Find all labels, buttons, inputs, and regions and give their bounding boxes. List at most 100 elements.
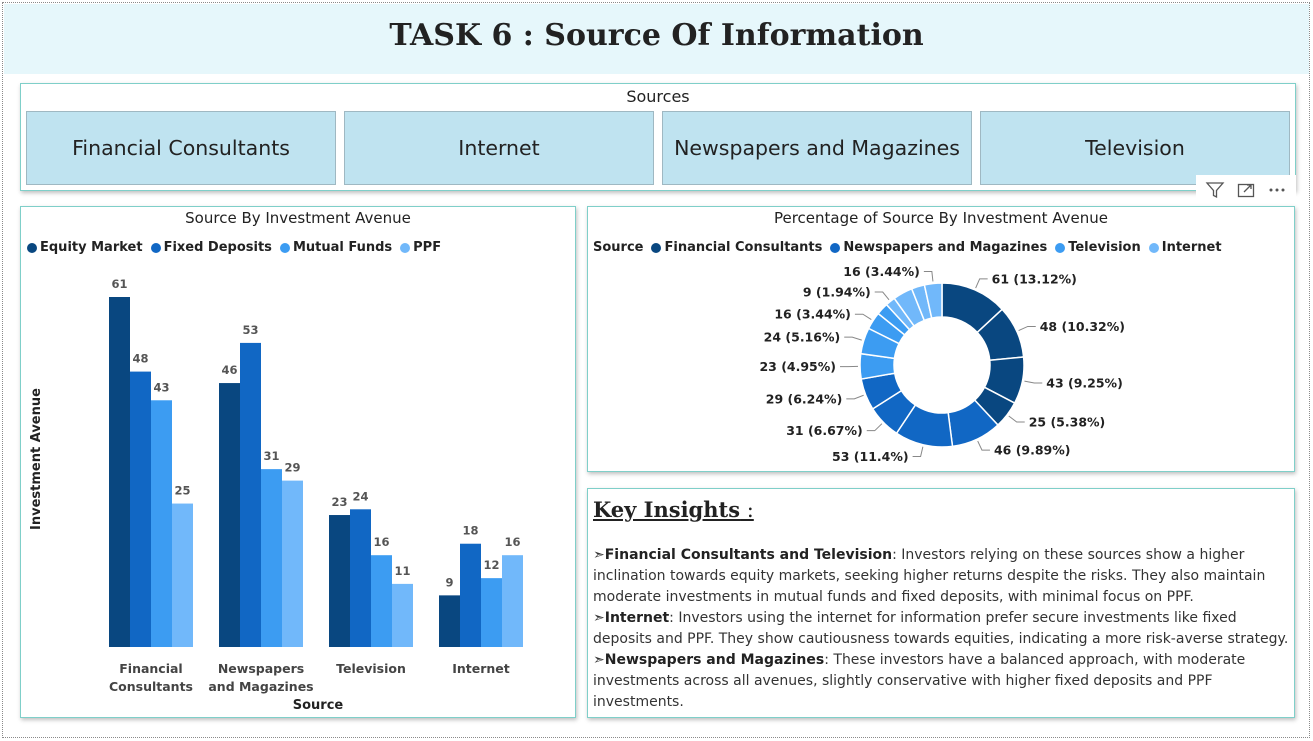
donut-data-label: 25 (5.38%): [1029, 415, 1106, 430]
bar-fixed-deposits[interactable]: [350, 509, 371, 647]
x-tick-label: Financial: [119, 661, 182, 676]
slicer-option-financial-consultants[interactable]: Financial Consultants: [26, 111, 336, 185]
bar-data-label: 48: [132, 352, 148, 366]
insight-heading: Internet: [604, 610, 670, 626]
legend-item-mutual-funds[interactable]: Mutual Funds: [279, 240, 393, 255]
bar-data-label: 18: [462, 524, 478, 538]
legend-dot: [400, 242, 411, 253]
page-header: TASK 6 : Source Of Information: [4, 4, 1309, 74]
insight-text: : Investors relying on these sources sho…: [593, 547, 1266, 605]
slicer-option-newspapers-and-magazines[interactable]: Newspapers and Magazines: [662, 111, 972, 185]
legend-item-equity-market[interactable]: Equity Market: [27, 240, 143, 255]
page-title: TASK 6 : Source Of Information: [389, 18, 924, 53]
bar-data-label: 53: [242, 323, 258, 337]
donut-chart-plot: 61 (13.12%) 48 (10.32%) 43 (9.25%) 25 (5.38…: [759, 264, 1125, 464]
legend-item-newspapers-and-magazines[interactable]: Newspapers and Magazines: [830, 240, 1047, 255]
insight-item: ➣Internet: Investors using the internet …: [593, 608, 1289, 650]
x-tick-label: Newspapers: [218, 661, 304, 676]
insight-item: ➣Newspapers and Magazines: These investo…: [593, 650, 1289, 713]
bar-mutual-funds[interactable]: [151, 400, 172, 647]
insight-item: ➣Financial Consultants and Television: I…: [593, 545, 1289, 608]
bullet-arrow: ➣: [593, 610, 605, 626]
legend-item-television[interactable]: Television: [1055, 240, 1141, 255]
legend-title: Source: [593, 240, 644, 255]
donut-data-label: 24 (5.16%): [764, 330, 841, 345]
bar-equity-market[interactable]: [329, 515, 350, 647]
x-tick-label: Internet: [452, 661, 510, 676]
bar-mutual-funds[interactable]: [371, 555, 392, 647]
donut-leader-line: [1008, 415, 1025, 423]
donut-data-label: 31 (6.67%): [786, 423, 863, 438]
legend-label: Fixed Deposits: [163, 240, 272, 255]
legend-dot: [27, 242, 37, 253]
legend-dot: [830, 242, 841, 253]
legend-item-financial-consultants[interactable]: Financial Consultants: [651, 240, 822, 255]
bar-ppf[interactable]: [392, 583, 413, 647]
donut-data-label: 43 (9.25%): [1046, 375, 1123, 390]
bar-equity-market[interactable]: [439, 595, 460, 647]
donut-leader-line: [874, 291, 890, 301]
donut-leader-line: [977, 440, 990, 451]
legend-item-ppf[interactable]: PPF: [400, 240, 441, 255]
bar-data-label: 12: [483, 558, 499, 572]
legend-dot: [1148, 242, 1159, 253]
donut-data-label: 29 (6.24%): [766, 391, 843, 406]
legend-label: Newspapers and Magazines: [843, 240, 1048, 255]
bar-data-label: 29: [284, 461, 300, 475]
legend-label: Financial Consultants: [664, 240, 823, 255]
bar-data-label: 23: [331, 495, 347, 509]
donut-chart-title: Percentage of Source By Investment Avenu…: [773, 209, 1109, 227]
legend-dot: [150, 242, 161, 253]
donut-leader-line: [923, 271, 934, 282]
donut-slice-internet[interactable]: [923, 282, 943, 320]
donut-data-label: 16 (3.44%): [843, 264, 920, 279]
bar-ppf[interactable]: [502, 555, 523, 647]
bar-fixed-deposits[interactable]: [240, 342, 261, 647]
legend-dot: [1055, 242, 1066, 253]
donut-data-label: 53 (11.4%): [832, 449, 909, 464]
donut-leader-line: [1018, 325, 1036, 332]
donut-data-label: 61 (13.12%): [992, 271, 1077, 286]
bar-data-label: 16: [504, 535, 520, 549]
donut-data-label: 48 (10.32%): [1040, 319, 1125, 334]
legend-item-fixed-deposits[interactable]: Fixed Deposits: [150, 240, 272, 255]
bar-data-label: 9: [445, 575, 453, 589]
bar-fixed-deposits[interactable]: [460, 543, 481, 647]
bar-fixed-deposits[interactable]: [130, 371, 151, 647]
y-axis-title: Investment Avenue: [29, 388, 44, 530]
donut-leader-line: [844, 336, 862, 341]
bar-ppf[interactable]: [282, 480, 303, 647]
visual-header-toolbar: [1196, 175, 1296, 205]
legend-label: Internet: [1161, 240, 1222, 255]
bullet-arrow: ➣: [593, 547, 605, 563]
bar-mutual-funds[interactable]: [481, 578, 502, 647]
bar-data-label: 61: [111, 277, 127, 291]
insight-text: : Investors using the internet for infor…: [593, 610, 1289, 647]
donut-leader-line: [866, 423, 883, 432]
insights-title-text: Key Insights: [593, 497, 741, 522]
bar-ppf[interactable]: [172, 503, 193, 647]
donut-data-label: 16 (3.44%): [774, 307, 851, 322]
slicer-option-internet[interactable]: Internet: [344, 111, 654, 185]
bar-mutual-funds[interactable]: [261, 469, 282, 647]
slicer-option-television[interactable]: Television: [980, 111, 1290, 185]
insights-title-colon: :: [740, 498, 754, 522]
more-options-icon[interactable]: [1264, 177, 1290, 203]
donut-chart-legend: Source Financial Consultants Newspapers …: [593, 240, 1230, 255]
bar-equity-market[interactable]: [109, 297, 130, 647]
donut-data-label: 46 (9.89%): [994, 443, 1071, 458]
legend-item-internet[interactable]: Internet: [1148, 240, 1222, 255]
filter-icon[interactable]: [1202, 177, 1228, 203]
bar-data-label: 25: [174, 484, 190, 498]
focus-mode-icon[interactable]: [1233, 177, 1259, 203]
legend-label: Mutual Funds: [292, 240, 393, 255]
bar-chart-card: Source By Investment Avenue Equity Marke…: [20, 206, 576, 718]
x-tick-label: Consultants: [109, 679, 193, 694]
donut-leader-line: [1024, 380, 1043, 384]
legend-label: Equity Market: [40, 240, 143, 255]
bar-data-label: 31: [263, 449, 279, 463]
bar-equity-market[interactable]: [219, 383, 240, 647]
bullet-arrow: ➣: [593, 652, 605, 668]
donut-data-label: 9 (1.94%): [803, 285, 871, 300]
